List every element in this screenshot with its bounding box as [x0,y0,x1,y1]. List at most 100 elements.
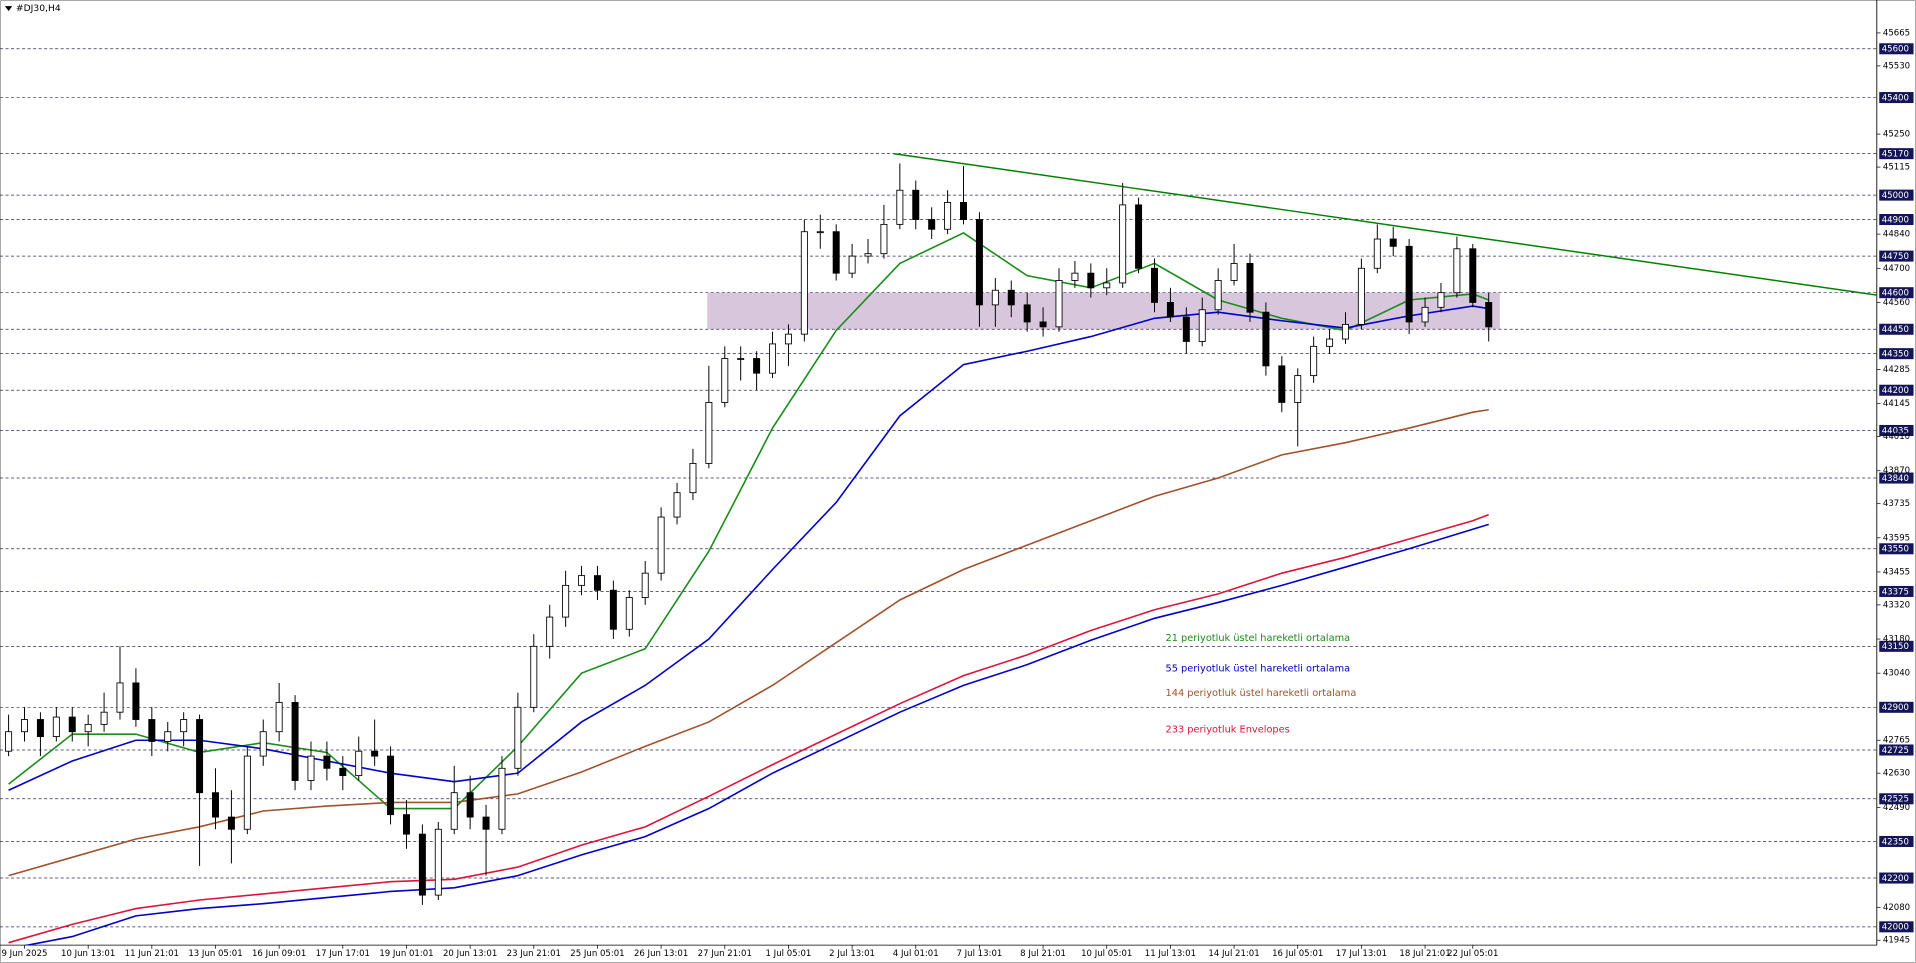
level-label: 44200 [1882,386,1909,396]
candle-body [21,719,28,733]
level-label-box [1879,744,1914,756]
x-tick-label: 16 Jun 09:01 [252,949,306,959]
candle-body [944,202,952,230]
candle-body [848,255,856,274]
candle-body [1262,311,1270,367]
x-tick-label: 7 Jul 13:01 [957,949,1003,959]
candle-body [1214,280,1222,311]
candle-body [1278,365,1286,403]
x-tick-label: 14 Jul 21:01 [1208,949,1259,959]
candle-body [546,616,554,647]
trendline [893,152,1877,296]
level-label: 42200 [1882,874,1909,884]
x-tick-label: 1 Jul 05:01 [766,949,812,959]
level-label: 44350 [1882,350,1909,360]
x-tick-label: 4 Jul 01:01 [893,949,939,959]
candle-body [1039,321,1047,328]
x-tick-label: 25 Jun 05:01 [570,949,624,959]
candle-body [1294,375,1302,403]
candle-body [1087,272,1095,289]
candle-body [1405,245,1413,323]
candle-body [1421,306,1429,323]
y-tick-label: 43040 [1883,669,1910,679]
candle-body [1485,302,1493,328]
candle-body [1469,248,1477,303]
candle-body [196,719,204,794]
candle-body [36,719,44,738]
level-label-box [1879,543,1914,555]
candle-body [689,462,697,494]
x-tick-label: 11 Jun 21:01 [125,949,179,959]
x-tick-label: 18 Jul 21:01 [1399,949,1450,959]
level-label: 42000 [1882,923,1909,933]
y-tick-label: 43180 [1883,635,1910,645]
candle-body [116,682,124,713]
candle-body [562,584,570,618]
level-label: 43375 [1882,587,1909,597]
y-tick-label: 44840 [1883,230,1910,240]
candle-body [1151,267,1158,303]
x-tick-label: 17 Jun 17:01 [316,949,370,959]
x-tick-label: 26 Jun 13:01 [634,949,688,959]
level-label: 44450 [1882,325,1909,335]
legend-entry: 21 periyotluk üstel hareketli ortalama [1166,633,1351,644]
candle-body [673,492,681,518]
level-label: 45600 [1882,45,1909,55]
y-tick-label: 44010 [1883,432,1910,442]
indicator-line [8,408,1489,877]
candle-body [1326,338,1334,347]
level-label-box [1879,384,1914,396]
candle-body [880,223,888,255]
candle-body [355,750,363,777]
candle-body [164,731,172,742]
candle-body [896,189,904,225]
candle-body [769,343,777,374]
level-label: 44900 [1882,215,1909,225]
level-label-box [1879,701,1914,713]
candle-body [593,575,601,591]
candle-body [800,231,808,335]
candle-body [402,814,410,835]
candle-body [5,731,13,752]
level-label-box [1879,43,1914,55]
indicator-line [23,523,1489,946]
level-label: 44750 [1882,252,1909,262]
candle-body [1055,280,1063,328]
candle-body [991,289,999,306]
candle-body [1023,304,1031,323]
candle-body [434,828,442,896]
candle-body [275,702,283,733]
legend-entry: 55 periyotluk üstel hareketli ortalama [1166,663,1351,674]
candle-body [371,750,379,757]
legend-entry: 233 periyotluk Envelopes [1166,725,1290,736]
candle-body [816,231,824,234]
candle-body [1230,262,1238,281]
level-label-box [1879,835,1914,847]
zone [707,292,1500,330]
y-tick-label: 43870 [1883,466,1910,476]
candle-body [609,589,617,630]
y-tick-label: 42765 [1883,736,1910,746]
candle-body [387,755,395,816]
y-tick-label: 43735 [1883,499,1910,509]
level-label-box [1879,472,1914,484]
x-tick-label: 2 Jul 13:01 [829,949,875,959]
candle-body [1198,309,1206,342]
candle-body [1389,238,1397,247]
candle-body [1135,204,1143,269]
candle-body [450,792,458,830]
x-tick-label: 16 Jul 05:01 [1272,949,1323,959]
candle-body [928,219,936,230]
candle-body [1341,323,1349,340]
level-label-box [1879,189,1914,201]
candle-body [657,516,665,574]
plot-area [0,48,1877,946]
candle-body [975,219,983,306]
y-tick-label: 41945 [1883,936,1910,946]
candle-body [784,333,792,345]
candle-body [912,189,920,220]
y-tick-label: 45530 [1883,61,1910,71]
y-tick-label: 45250 [1883,130,1910,140]
level-label-box [1879,424,1914,436]
